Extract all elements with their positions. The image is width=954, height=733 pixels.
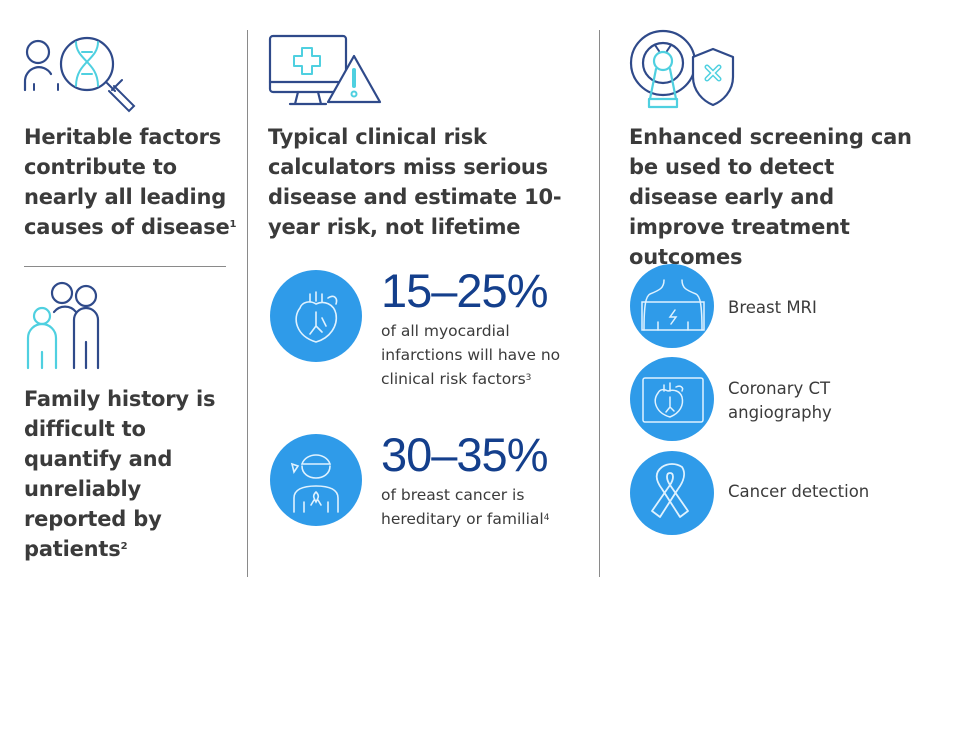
column-divider-1 [247, 30, 248, 577]
family-icon [26, 281, 100, 370]
footnote-ref: 2 [120, 541, 128, 552]
heading-text: Heritable factors contribute to nearly a… [24, 125, 230, 239]
person-dna-magnifier-icon [23, 36, 136, 113]
section-divider [24, 266, 226, 267]
stat-2-circle [270, 434, 362, 526]
ribbon-icon [651, 463, 689, 518]
heritable-factors-heading: Heritable factors contribute to nearly a… [24, 122, 239, 242]
breast-mri-label: Breast MRI [728, 298, 817, 317]
stat-1-text: of all myocardial infarctions will have … [381, 319, 566, 391]
cancer-detection-circle [630, 451, 714, 535]
breast-mri-circle [630, 264, 714, 348]
heading-text: Family history is difficult to quantify … [24, 387, 216, 561]
cancer-detection-label: Cancer detection [728, 482, 870, 501]
torso-scan-icon [641, 279, 705, 331]
coronary-ct-label: Coronary CT angiography [728, 379, 832, 422]
stat-text: of all myocardial infarctions will have … [381, 322, 561, 388]
stat-text: of breast cancer is hereditary or famili… [381, 486, 544, 528]
risk-calculators-heading: Typical clinical risk calculators miss s… [268, 125, 562, 239]
footnote-ref: 3 [525, 373, 532, 383]
patient-ribbon-icon [290, 454, 339, 513]
monitor-warning-icon [268, 34, 382, 106]
coronary-ct-circle [630, 357, 714, 441]
footnote-ref: 1 [229, 219, 237, 230]
footnote-ref: 4 [543, 513, 550, 523]
stat-2-text: of breast cancer is hereditary or famili… [381, 483, 571, 531]
heart-icon [295, 291, 338, 343]
stat-1-value: 15–25% [381, 264, 548, 317]
family-history-heading: Family history is difficult to quantify … [24, 384, 224, 564]
heart-scan-icon [642, 377, 704, 423]
column-divider-2 [599, 30, 600, 577]
enhanced-screening-heading: Enhanced screening can be used to detect… [629, 125, 912, 269]
scanner-shield-icon [629, 29, 735, 109]
stat-2-value: 30–35% [381, 428, 548, 481]
